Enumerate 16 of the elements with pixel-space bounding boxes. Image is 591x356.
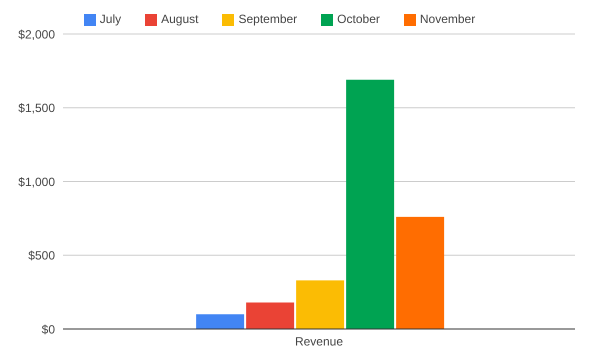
bar [246,302,294,329]
bar [346,80,394,329]
legend-label: July [100,12,122,26]
legend-label: August [161,12,198,26]
legend-label: November [420,12,476,26]
x-tick-label: Revenue [294,334,344,349]
y-tick-label: $1,500 [18,101,56,116]
y-tick-label: $500 [28,248,56,263]
y-tick-label: $1,000 [18,174,56,189]
legend-label: October [337,12,380,26]
bar [396,216,444,329]
bar [296,280,344,329]
y-tick-label: $0 [42,322,56,336]
y-tick-label: $2,000 [18,27,56,42]
bar [196,314,244,329]
legend-label: September [238,12,298,26]
